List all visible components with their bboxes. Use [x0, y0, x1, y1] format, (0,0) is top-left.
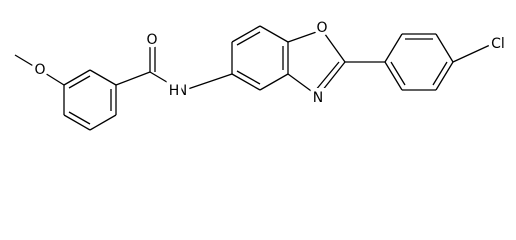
bond — [236, 70, 261, 85]
bonds — [14, 25, 491, 131]
bond — [89, 114, 117, 131]
bond — [14, 54, 41, 71]
bond — [432, 61, 448, 86]
bond — [115, 71, 151, 86]
bond — [149, 71, 183, 92]
molecule-diagram: O O N H O N Cl — [14, 17, 508, 131]
bond — [39, 69, 65, 86]
atom-label: H — [169, 83, 180, 99]
atom-label: N — [313, 90, 323, 106]
bond — [259, 25, 289, 43]
bond — [89, 69, 117, 86]
bond — [314, 61, 340, 92]
bond — [435, 61, 454, 91]
atom-labels: O O N H O N Cl — [31, 17, 508, 110]
bond — [68, 111, 91, 125]
bond — [287, 29, 323, 43]
atom-label: O — [146, 32, 157, 48]
atom-label: N — [177, 83, 187, 99]
bond — [384, 61, 403, 91]
atom-label: Cl — [491, 36, 505, 52]
bond — [63, 69, 91, 86]
bond — [321, 29, 346, 63]
bond — [63, 114, 91, 131]
bond — [181, 73, 233, 92]
atom-label: O — [316, 20, 327, 36]
bond — [231, 25, 261, 43]
bond — [390, 61, 406, 86]
atom-label: O — [34, 62, 45, 78]
bond — [287, 73, 319, 97]
bond — [231, 73, 261, 91]
bond — [384, 33, 403, 63]
bond — [317, 61, 346, 97]
bond — [68, 75, 91, 89]
bond — [435, 33, 454, 63]
bond — [452, 44, 491, 63]
bond — [259, 73, 289, 91]
bond — [236, 31, 261, 46]
